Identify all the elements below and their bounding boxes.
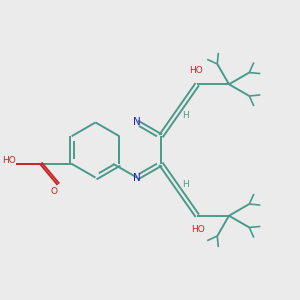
Text: HO: HO bbox=[191, 225, 205, 234]
Text: N: N bbox=[133, 172, 141, 183]
Text: HO: HO bbox=[189, 66, 203, 75]
Text: HO: HO bbox=[2, 156, 16, 165]
Text: O: O bbox=[51, 187, 58, 196]
Text: N: N bbox=[133, 117, 141, 128]
Text: H: H bbox=[182, 180, 189, 189]
Text: H: H bbox=[182, 111, 189, 120]
